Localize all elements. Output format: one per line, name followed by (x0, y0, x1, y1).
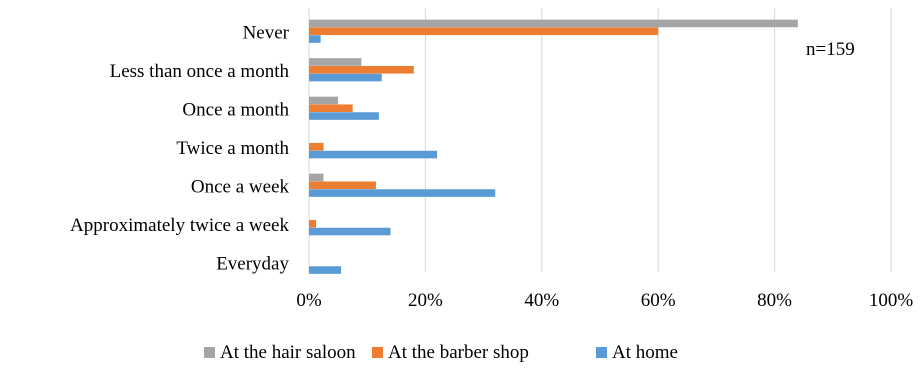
bar (309, 227, 391, 236)
bar (309, 181, 376, 190)
category-label: Never (243, 22, 290, 43)
bar (309, 266, 342, 274)
legend-swatch (372, 347, 383, 358)
bars (309, 19, 798, 274)
category-label: Twice a month (176, 138, 289, 159)
category-label: Once a week (191, 176, 290, 197)
bar (309, 104, 353, 113)
x-tick-label: 0% (296, 290, 322, 311)
category-label: Once a month (182, 99, 289, 120)
x-axis-ticks: 0% 20% 40% 60% 80% 100% (296, 290, 913, 311)
bar (309, 219, 316, 228)
gridlines (308, 8, 892, 272)
bar (309, 35, 321, 43)
legend: At the hair saloon At the barber shop At h… (204, 342, 678, 363)
bar (309, 96, 339, 105)
category-label: Less than once a month (110, 61, 290, 82)
bar (309, 58, 362, 66)
legend-label: At the barber shop (388, 342, 529, 363)
legend-label: At home (612, 342, 678, 363)
x-tick-label: 40% (524, 290, 559, 311)
legend-label: At the hair saloon (220, 342, 356, 363)
x-tick-label: 60% (641, 290, 676, 311)
legend-swatch (204, 347, 215, 358)
bar (309, 19, 798, 28)
bar (309, 65, 414, 74)
legend-swatch (596, 347, 607, 358)
bar (309, 27, 659, 36)
bar (309, 112, 379, 120)
category-labels: Never Less than once a month Once a month T… (70, 22, 290, 274)
bar (309, 189, 496, 197)
bar (309, 142, 324, 151)
sample-size-annotation: n=159 (806, 39, 855, 60)
x-tick-label: 20% (408, 290, 443, 311)
bar (309, 173, 324, 182)
category-label: Everyday (216, 253, 289, 274)
bar (309, 73, 382, 82)
bar (309, 150, 438, 159)
x-tick-label: 100% (869, 290, 914, 311)
category-label: Approximately twice a week (70, 215, 289, 236)
x-tick-label: 80% (757, 290, 792, 311)
